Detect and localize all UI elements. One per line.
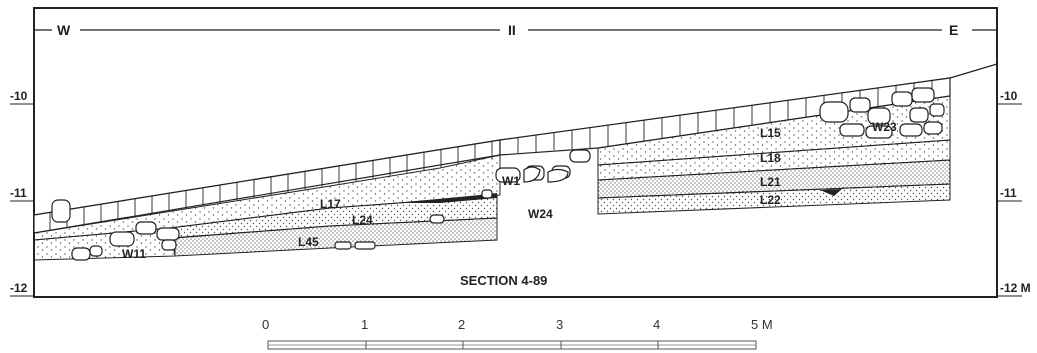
topsoil-west-blocks <box>49 141 493 231</box>
scale-tick-4: 4 <box>653 317 660 332</box>
label-l21: L21 <box>760 175 781 189</box>
depth-markers-right <box>997 103 1022 297</box>
depth-left-11: -11 <box>10 186 27 200</box>
compass-east: E <box>949 22 958 38</box>
label-l45: L45 <box>298 235 319 249</box>
depth-right-11: -11 <box>1000 186 1017 200</box>
stones-west <box>51 149 591 261</box>
compass-center: II <box>508 22 516 38</box>
label-w1: W1 <box>502 174 520 188</box>
compass-west: W <box>57 22 71 38</box>
section-title: SECTION 4-89 <box>460 273 547 288</box>
scale-tick-0: 0 <box>262 317 269 332</box>
label-l18: L18 <box>760 151 781 165</box>
depth-right-12: -12 M <box>1000 281 1031 295</box>
depth-left-10: -10 <box>10 89 28 103</box>
label-l17: L17 <box>320 197 341 211</box>
depth-right-10: -10 <box>1000 89 1018 103</box>
scale-tick-3: 3 <box>556 317 563 332</box>
stones-w23 <box>819 87 945 139</box>
dark-lens-l21 <box>820 189 842 196</box>
label-w23: W23 <box>872 120 897 134</box>
label-w24: W24 <box>528 207 553 221</box>
label-l15: L15 <box>760 126 781 140</box>
scale-bar <box>267 340 757 350</box>
dark-lens-l17 <box>395 193 497 203</box>
depth-markers-left <box>10 103 34 297</box>
depth-left-12: -12 <box>10 281 28 295</box>
stones-w1 <box>523 166 569 183</box>
scale-tick-5: 5 M <box>751 317 773 332</box>
scale-tick-2: 2 <box>458 317 465 332</box>
scale-tick-1: 1 <box>361 317 368 332</box>
section-frame <box>33 7 998 298</box>
label-l22: L22 <box>760 193 781 207</box>
label-l24: L24 <box>352 213 373 227</box>
layer-l22 <box>597 183 951 215</box>
label-w11: W11 <box>122 247 146 261</box>
